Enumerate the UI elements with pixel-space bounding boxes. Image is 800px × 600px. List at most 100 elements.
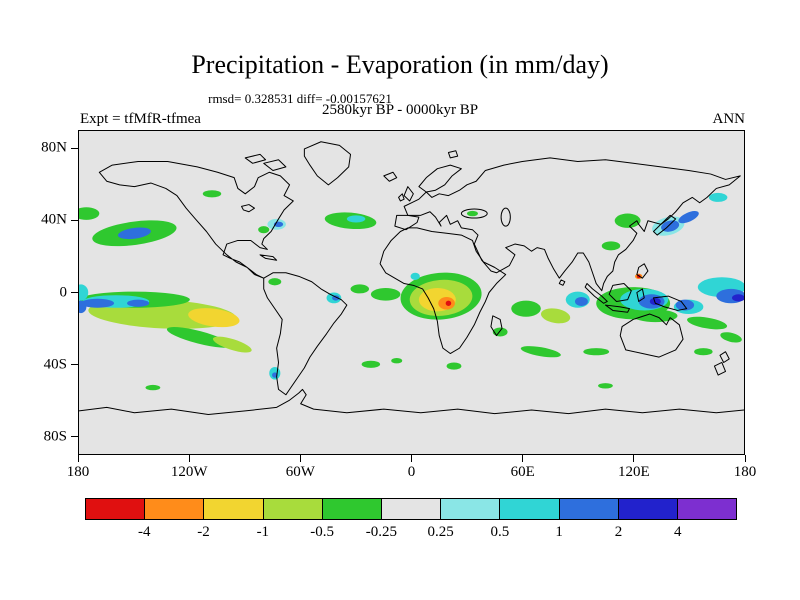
x-tick-mark (522, 455, 524, 462)
y-tick-mark (71, 219, 78, 221)
coastline-uk (404, 187, 413, 201)
anomaly-region (708, 192, 728, 202)
anomaly-region (574, 296, 588, 306)
colorbar-segment-orange (144, 499, 204, 519)
coastline-caspian-sea (501, 208, 510, 226)
y-tick-mark (71, 292, 78, 293)
anomaly-region (268, 278, 282, 286)
coastline-svalbard (448, 151, 457, 158)
colorbar-segment-dblue (617, 499, 677, 519)
anomaly-layer (79, 190, 744, 391)
x-tick-mark (411, 455, 412, 462)
colorbar-tick-label: 0.5 (490, 524, 510, 540)
anomaly-region (202, 190, 222, 198)
y-tick-label: 40S (43, 356, 67, 373)
coastline-ireland (399, 194, 405, 201)
coastline-new-guinea (653, 296, 686, 310)
anomaly-region (446, 362, 462, 370)
coastline-cuba (260, 255, 277, 260)
x-tick-label: 120E (617, 464, 650, 480)
world-map (79, 131, 744, 454)
x-tick-mark (188, 455, 190, 462)
anomaly-region (79, 300, 87, 314)
anomaly-region (598, 383, 613, 389)
anomaly-region (79, 207, 100, 220)
x-tick-mark (77, 455, 79, 462)
coastline-java (605, 305, 629, 312)
colorbar-segment-green (321, 499, 381, 519)
coastline-great-lakes (242, 205, 255, 212)
stats-line: rmsd= 0.328531 diff= -0.00157621 (208, 91, 392, 106)
colorbar-tick-label: -1 (256, 524, 270, 540)
colorbar (85, 498, 737, 520)
anomaly-region (258, 226, 270, 234)
anomaly-region (445, 300, 452, 306)
y-tick-mark (71, 364, 78, 366)
coastline-madagascar (491, 316, 502, 336)
x-tick-label: 0 (407, 464, 416, 480)
anomaly-region (272, 372, 278, 378)
y-tick-label: 0 (59, 284, 68, 300)
colorbar-segment-gray (380, 499, 441, 519)
experiment-label: Expt = tfMfR-tfmea (80, 111, 201, 127)
coastline-arctic-islands (264, 160, 286, 171)
anomaly-region (694, 348, 713, 356)
anomaly-region (188, 308, 240, 328)
anomaly-region (687, 316, 728, 330)
y-tick-label: 80S (43, 428, 67, 445)
anomaly-region (370, 288, 401, 301)
season-label: ANN (712, 111, 746, 127)
world-map-panel (78, 130, 745, 455)
colorbar-tick-label: -4 (138, 524, 151, 540)
colorbar-segment-cyan2 (499, 499, 559, 519)
coastline-black-sea (461, 209, 487, 218)
coastline-new-zealand-north (720, 352, 729, 363)
colorbar-tick-label: 2 (614, 524, 623, 540)
colorbar-tick-label: -0.5 (310, 524, 334, 540)
coastline-sumatra (585, 284, 607, 304)
anomaly-region (410, 272, 420, 280)
anomaly-region (540, 308, 571, 324)
anomaly-region (731, 294, 744, 302)
colorbar-tick-label: 4 (673, 524, 682, 540)
x-tick-label: 180 (66, 464, 90, 480)
anomaly-region (675, 299, 695, 311)
colorbar-segment-ygreen (262, 499, 322, 519)
anomaly-region (212, 336, 252, 353)
coastline-australia (620, 314, 683, 357)
coastline-borneo (609, 284, 631, 302)
anomaly-region (391, 357, 403, 364)
coastline-antarctica (79, 389, 744, 414)
x-tick-label: 180 (733, 464, 757, 480)
x-tick-mark (633, 455, 635, 462)
coastline-philippines (637, 264, 648, 278)
x-tick-label: 120W (170, 464, 208, 480)
coastline-new-zealand-south (714, 362, 725, 375)
coastline-south-america (264, 273, 347, 395)
coastline-sri-lanka (559, 280, 565, 285)
anomaly-region (678, 211, 699, 224)
anomaly-region (145, 384, 161, 391)
coastline-iceland (384, 172, 397, 181)
anomaly-region (166, 327, 232, 348)
period-line: 2580kyr BP - 0000kyr BP (321, 102, 479, 118)
anomaly-region (127, 299, 150, 307)
coastline-scandinavia (419, 165, 461, 192)
x-tick-mark (744, 455, 746, 462)
anomaly-region (520, 346, 561, 358)
colorbar-segment-blue (558, 499, 618, 519)
anomaly-region (350, 284, 370, 294)
coastline-layer (79, 142, 744, 415)
anomaly-region (511, 300, 541, 317)
coastline-africa (380, 228, 506, 354)
coastline-north-america (99, 162, 293, 279)
anomaly-region (583, 348, 610, 356)
anomaly-region (80, 298, 115, 308)
colorbar-segment-yellow (203, 499, 263, 519)
x-tick-mark (299, 455, 301, 462)
coastline-greenland (304, 142, 350, 185)
coastline-japan (653, 215, 675, 235)
anomaly-region (720, 332, 742, 343)
anomaly-region (649, 297, 661, 306)
